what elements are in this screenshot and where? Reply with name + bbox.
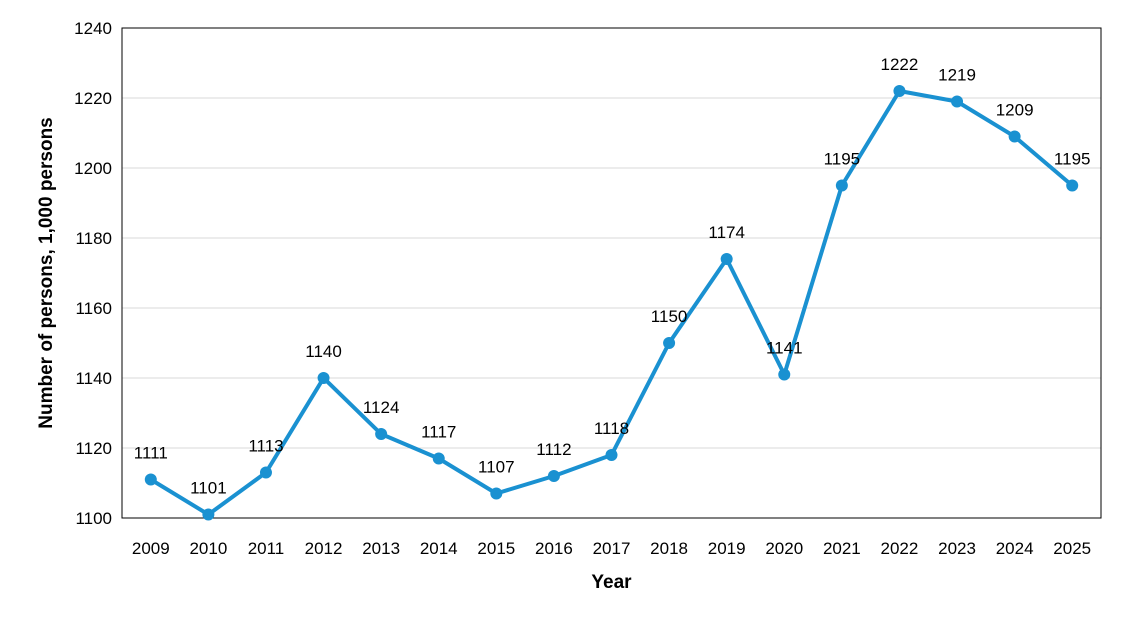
y-tick-label: 1160: [75, 299, 112, 318]
x-tick-label: 2011: [248, 539, 285, 558]
data-point: [547, 470, 560, 482]
y-axis-tick-labels: 1100 1120 1140 1160 1180 1200 1220 1240: [74, 19, 112, 528]
plot-area: [121, 27, 1102, 519]
x-tick-label: 2012: [305, 539, 343, 558]
data-label: 1219: [938, 66, 976, 85]
data-point: [144, 473, 157, 486]
data-point: [663, 337, 676, 349]
series-layer: [144, 85, 1079, 521]
data-label: 1101: [190, 479, 227, 498]
data-label: 1222: [881, 55, 919, 74]
y-tick-label: 1120: [75, 439, 112, 458]
data-label: 1117: [421, 423, 456, 442]
y-tick-label: 1240: [74, 19, 112, 38]
x-tick-label: 2009: [132, 539, 170, 558]
data-point: [317, 372, 330, 384]
data-point: [432, 452, 445, 465]
data-label: 1118: [594, 419, 629, 438]
x-tick-label: 2010: [189, 539, 227, 558]
data-point: [259, 466, 272, 479]
y-tick-label: 1200: [74, 159, 112, 178]
x-tick-label: 2020: [765, 539, 803, 558]
data-label: 1111: [134, 444, 168, 463]
data-label: 1150: [651, 307, 688, 326]
x-axis-tick-labels: 2009 2010 2011 2012 2013 2014 2015 2016 2017 2018…: [132, 539, 1091, 558]
data-point: [720, 253, 733, 265]
data-label: 1195: [1054, 150, 1091, 169]
y-axis-title: Number of persons, 1,000 persons: [36, 117, 57, 429]
data-point: [778, 368, 791, 381]
x-tick-label: 2015: [477, 539, 515, 558]
x-axis-title: Year: [591, 572, 632, 593]
data-point: [835, 179, 848, 192]
x-tick-label: 2023: [938, 539, 976, 558]
x-tick-label: 2024: [996, 539, 1034, 558]
x-tick-label: 2016: [535, 539, 573, 558]
data-label: 1112: [536, 440, 571, 459]
data-point: [893, 85, 906, 97]
x-tick-label: 2018: [650, 539, 688, 558]
x-tick-label: 2021: [823, 539, 861, 558]
data-point: [202, 508, 215, 521]
data-label: 1140: [305, 342, 342, 361]
data-point: [1066, 179, 1079, 192]
y-tick-label: 1180: [75, 229, 112, 248]
data-point: [375, 428, 388, 440]
data-label: 1209: [996, 101, 1034, 120]
x-tick-label: 2017: [593, 539, 631, 558]
data-point: [490, 487, 503, 500]
y-tick-label: 1220: [74, 89, 112, 108]
x-tick-label: 2014: [420, 539, 458, 558]
x-tick-label: 2025: [1053, 539, 1091, 558]
gridlines: [122, 97, 1101, 449]
data-point: [605, 449, 618, 461]
x-tick-label: 2019: [708, 539, 746, 558]
data-labels: 1111 1101 1113 1140 1124 1117 1107 1112 1118 1150…: [134, 55, 1091, 498]
data-label: 1174: [708, 223, 745, 242]
data-label: 1107: [478, 458, 515, 477]
data-label: 1195: [824, 150, 861, 169]
x-tick-label: 2013: [362, 539, 400, 558]
y-tick-label: 1100: [75, 509, 112, 528]
data-point: [1008, 130, 1021, 143]
data-point: [951, 95, 964, 108]
data-label: 1124: [363, 398, 400, 417]
data-label: 1141: [766, 339, 803, 358]
y-tick-label: 1140: [75, 369, 112, 388]
data-label: 1113: [248, 437, 283, 456]
x-tick-label: 2022: [881, 539, 919, 558]
